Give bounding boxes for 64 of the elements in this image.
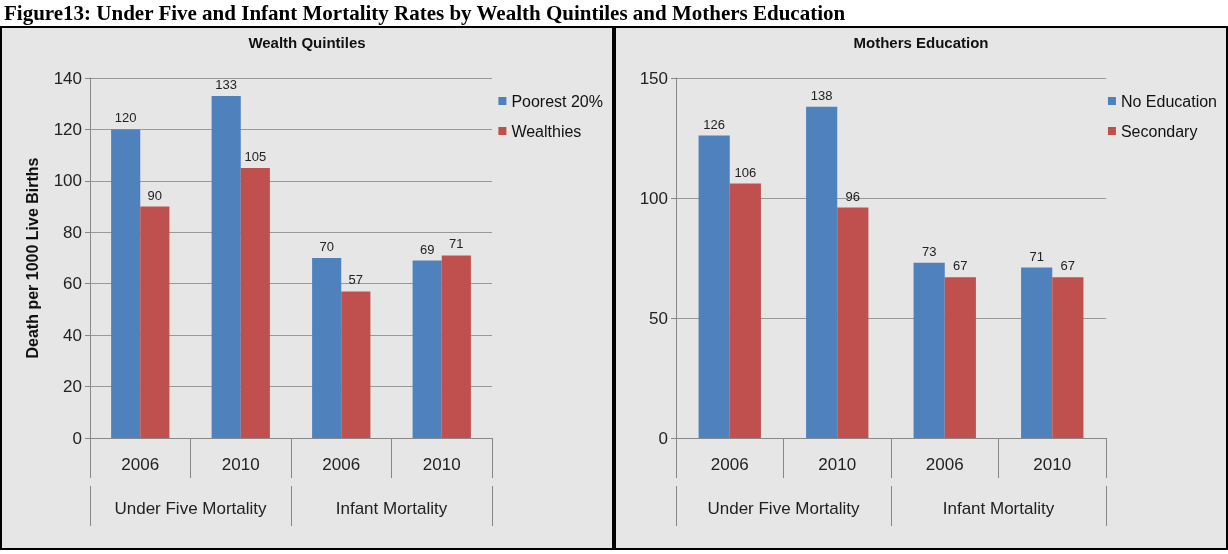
y-tick-label: 80 [63, 222, 82, 242]
y-tick-label: 100 [639, 188, 668, 208]
bar [240, 168, 270, 438]
legend-label: Poorest 20% [511, 92, 603, 110]
bar [698, 135, 730, 438]
bar [913, 262, 945, 438]
bar [1021, 267, 1053, 438]
y-tick-label: 120 [53, 119, 82, 139]
x-tick-label: 2006 [710, 455, 749, 474]
bar [837, 207, 869, 438]
x-tick-label: 2006 [925, 455, 964, 474]
data-label: 106 [734, 164, 757, 180]
legend-label: Wealthies [511, 122, 582, 140]
data-label: 96 [845, 188, 861, 204]
x-tick-label: 2010 [818, 455, 857, 474]
y-tick-label: 20 [63, 377, 82, 397]
data-label: 57 [348, 272, 364, 288]
y-tick-label: 50 [649, 308, 668, 328]
bar [341, 291, 371, 438]
x-tick-label: 2006 [322, 455, 361, 474]
data-label: 67 [1060, 258, 1076, 274]
x-tick-label: 2006 [121, 455, 160, 474]
bar [140, 206, 170, 438]
data-label: 133 [215, 77, 238, 92]
bar [312, 258, 342, 438]
data-label: 67 [953, 258, 968, 274]
y-tick-label: 0 [72, 428, 82, 448]
y-axis-title: Death per 1000 Live Births [23, 157, 41, 359]
data-label: 71 [449, 236, 464, 252]
legend-label: Secondary [1120, 122, 1198, 140]
data-label: 73 [921, 243, 937, 259]
x-tick-label: 2010 [1033, 455, 1072, 474]
x-tick-label: 2010 [422, 455, 461, 474]
data-label: 90 [147, 187, 163, 203]
y-tick-label: 60 [63, 274, 82, 294]
y-tick-label: 0 [658, 428, 668, 448]
data-label: 71 [1029, 248, 1044, 264]
bar [806, 106, 838, 438]
text: Under Five Mortality [707, 499, 861, 518]
x-tick-label: 2010 [221, 455, 260, 474]
text: Infant Mortality [942, 499, 1055, 518]
data-label: 120 [114, 110, 137, 126]
y-tick-label: 140 [53, 68, 82, 88]
bar [1052, 277, 1084, 438]
data-label: 126 [703, 116, 726, 132]
data-label: 138 [810, 87, 833, 103]
data-label: 70 [319, 239, 334, 254]
bar [211, 96, 241, 438]
chart-title: Figure13: Under Five and Infant Mortality Rates by Wealth Quintiles and Mothers Education [3, 0, 847, 26]
y-tick-label: 100 [53, 171, 82, 191]
bar [441, 255, 471, 438]
data-label: 105 [244, 149, 267, 164]
y-tick-label: 40 [63, 325, 82, 345]
text: Under Five Mortality [114, 499, 268, 518]
bar [729, 183, 761, 438]
chart-subtitle: Wealth Quintiles [248, 34, 366, 51]
legend-label: No Education [1120, 92, 1217, 110]
bar [944, 277, 976, 438]
data-label: 69 [419, 241, 435, 257]
text: Infant Mortality [335, 499, 448, 518]
bar [111, 129, 141, 438]
bar [412, 260, 442, 438]
chart-title: Mothers Education [853, 34, 989, 51]
y-tick-label: 150 [639, 68, 668, 88]
